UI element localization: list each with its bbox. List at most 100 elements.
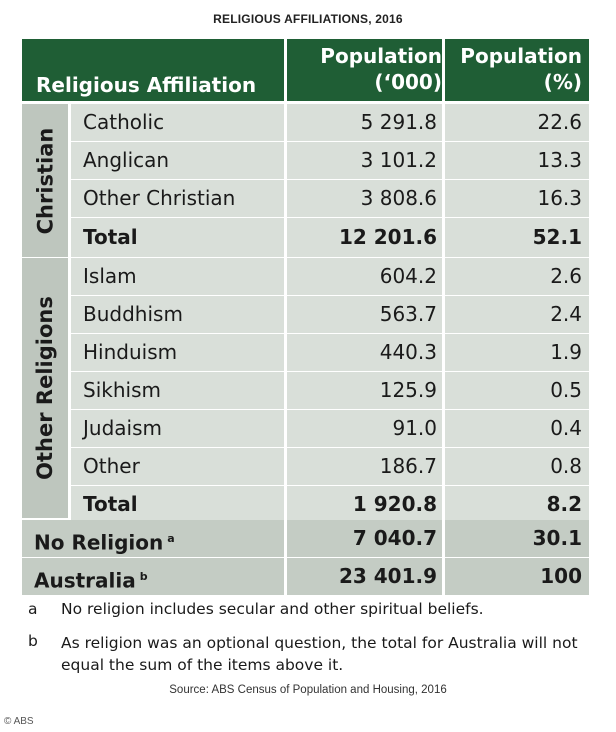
- table-row: Judaism 91.0 0.4: [71, 410, 589, 447]
- population-percent-cell: 0.4: [550, 416, 582, 440]
- table-row: Anglican 3 101.2 13.3: [71, 142, 589, 179]
- column-separator: [442, 180, 445, 217]
- column-separator: [284, 372, 287, 409]
- header-population-percent-line1: Population: [460, 44, 582, 68]
- row-label-text: Other: [83, 454, 140, 478]
- population-thousands-cell: 3 101.2: [360, 148, 437, 172]
- footnote-b-key: b: [28, 632, 38, 650]
- population-percent-cell: 0.8: [550, 454, 582, 478]
- image-credit: © ABS: [4, 716, 34, 727]
- table-row: Sikhism 125.9 0.5: [71, 372, 589, 409]
- column-separator: [284, 296, 287, 333]
- population-thousands-cell: 23 401.9: [338, 564, 437, 588]
- row-label-text: No Religion: [34, 530, 164, 555]
- column-separator: [284, 218, 287, 257]
- column-separator: [442, 520, 445, 557]
- column-separator: [442, 486, 445, 523]
- group-label-other-religions: Other Religions: [22, 258, 68, 518]
- row-label: Other Christian: [83, 180, 235, 217]
- row-label-text: Anglican: [83, 148, 170, 172]
- row-label-text: Total: [83, 492, 138, 516]
- row-label-text: Buddhism: [83, 302, 183, 326]
- row-label: Catholic: [83, 104, 164, 141]
- row-label: Hinduism: [83, 334, 177, 371]
- column-separator: [442, 218, 445, 257]
- population-thousands-cell: 563.7: [379, 302, 437, 326]
- population-thousands-cell: 604.2: [379, 264, 437, 288]
- population-percent-cell: 8.2: [546, 492, 582, 516]
- population-percent-cell: 22.6: [537, 110, 582, 134]
- population-percent-cell: 2.6: [550, 264, 582, 288]
- row-label: Sikhism: [83, 372, 161, 409]
- group-label-christian: Christian: [22, 104, 68, 257]
- group-label-christian-text: Christian: [33, 127, 57, 234]
- population-percent-cell: 100: [540, 564, 582, 588]
- table-row: No Religion a 7 040.7 30.1: [22, 520, 589, 557]
- source-note: Source: ABS Census of Population and Hou…: [169, 684, 447, 696]
- row-label: Anglican: [83, 142, 169, 179]
- column-separator: [442, 448, 445, 485]
- row-label-text: Other Christian: [83, 186, 236, 210]
- column-separator: [442, 258, 445, 295]
- table-row: Total 12 201.6 52.1: [71, 218, 589, 257]
- row-label: Judaism: [83, 410, 162, 447]
- row-label-text: Total: [83, 225, 138, 249]
- column-separator: [284, 142, 287, 179]
- column-separator: [442, 296, 445, 333]
- table-row: Islam 604.2 2.6: [71, 258, 589, 295]
- population-thousands-cell: 5 291.8: [360, 110, 437, 134]
- column-separator: [442, 558, 445, 595]
- population-thousands-cell: 1 920.8: [352, 492, 437, 516]
- column-separator: [284, 448, 287, 485]
- group-band-christian: [22, 104, 68, 257]
- footnote-marker: a: [167, 532, 175, 545]
- header-population-percent-line2: (%): [543, 70, 582, 94]
- table-row: Hinduism 440.3 1.9: [71, 334, 589, 371]
- table-row: Other 186.7 0.8: [71, 448, 589, 485]
- group-band-other-religions: [22, 258, 68, 518]
- table-row: Total 1 920.8 8.2: [71, 486, 589, 523]
- table-row: Australia b 23 401.9 100: [22, 558, 589, 595]
- row-label: Total: [83, 486, 138, 523]
- column-separator: [442, 142, 445, 179]
- population-thousands-cell: 12 201.6: [338, 225, 437, 249]
- row-label-text: Judaism: [83, 416, 162, 440]
- header-population-thousands-line1: Population: [320, 44, 442, 68]
- column-separator: [284, 334, 287, 371]
- table-row: Other Christian 3 808.6 16.3: [71, 180, 589, 217]
- header-separator: [442, 39, 445, 101]
- row-label-text: Hinduism: [83, 340, 178, 364]
- header-population-percent: Population (%): [442, 43, 582, 95]
- row-label: Other: [83, 448, 140, 485]
- column-separator: [442, 372, 445, 409]
- row-label-text: Islam: [83, 264, 137, 288]
- column-separator: [442, 104, 445, 141]
- population-thousands-cell: 3 808.6: [360, 186, 437, 210]
- column-separator: [284, 410, 287, 447]
- population-thousands-cell: 186.7: [379, 454, 437, 478]
- row-label-text: Sikhism: [83, 378, 161, 402]
- population-percent-cell: 2.4: [550, 302, 582, 326]
- group-label-other-religions-text: Other Religions: [33, 296, 58, 480]
- header-separator: [284, 39, 287, 101]
- table-title: RELIGIOUS AFFILIATIONS, 2016: [213, 12, 403, 26]
- row-label: Total: [83, 218, 138, 257]
- population-percent-cell: 30.1: [532, 526, 582, 550]
- footnote-a-key: a: [28, 600, 38, 618]
- row-label-text: Australia: [34, 568, 136, 593]
- header-population-thousands-line2: (‘000): [374, 70, 442, 94]
- table-row: Catholic 5 291.8 22.6: [71, 104, 589, 141]
- footnote-marker: b: [139, 570, 148, 583]
- table-header: Religious Affiliation Population (‘000) …: [22, 39, 589, 101]
- column-separator: [284, 558, 287, 595]
- population-thousands-cell: 7 040.7: [352, 526, 437, 550]
- column-separator: [284, 180, 287, 217]
- row-label: Australia b: [34, 558, 148, 595]
- population-percent-cell: 1.9: [550, 340, 582, 364]
- column-separator: [284, 520, 287, 557]
- header-affiliation: Religious Affiliation: [36, 73, 257, 97]
- population-percent-cell: 13.3: [537, 148, 582, 172]
- row-label: Buddhism: [83, 296, 183, 333]
- row-label-text: Catholic: [83, 110, 165, 134]
- header-population-thousands: Population (‘000): [282, 43, 442, 95]
